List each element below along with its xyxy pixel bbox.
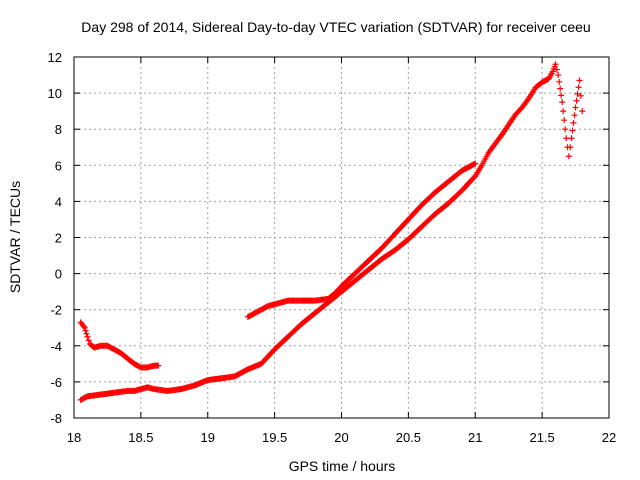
data-point [571,112,578,119]
data-point [557,85,564,92]
series-arc-1 [77,319,162,371]
data-point [572,104,579,111]
y-tick-label: 4 [55,194,62,209]
x-tick-label: 21 [468,430,482,445]
x-tick-label: 21.5 [529,430,554,445]
data-point [567,144,574,151]
y-tick-label: 0 [55,267,62,282]
y-tick-label: -4 [50,339,62,354]
y-tick-label: -8 [50,411,62,426]
data-point [82,327,89,334]
data-point [83,330,90,337]
data-point [85,337,92,344]
ticks [73,56,610,419]
data-point [555,72,562,79]
data-point [559,99,566,106]
data-point [80,323,87,330]
x-tick-label: 18 [67,430,81,445]
x-tick-label: 19 [201,430,215,445]
data-point [558,92,565,99]
data-point [472,160,479,167]
data-point [576,77,583,84]
data-point [565,153,572,160]
y-tick-label: -2 [50,303,62,318]
data-point [575,84,582,91]
data-point [553,66,560,73]
y-tick-label: 8 [55,122,62,137]
series-arc-3 [244,160,479,320]
x-tick-label: 18.5 [128,430,153,445]
data-point [81,324,88,331]
x-tick-label: 20 [334,430,348,445]
data-point [579,108,586,115]
x-axis-label: GPS time / hours [289,458,396,474]
data-point [562,126,569,133]
data-point [563,135,570,142]
data-point [556,78,563,85]
data-point [568,135,575,142]
data-point [573,97,580,104]
x-tick-label: 19.5 [262,430,287,445]
data-marks [77,61,586,403]
y-tick-label: 12 [48,50,62,65]
data-point [155,362,162,369]
data-point [569,127,576,134]
chart-title: Day 298 of 2014, Sidereal Day-to-day VTE… [81,19,590,35]
data-point [560,108,567,115]
y-tick-label: 6 [55,158,62,173]
y-axis-label: SDTVAR / TECUs [7,181,23,293]
data-point [84,333,91,340]
data-point [577,92,584,99]
y-tick-label: -6 [50,375,62,390]
data-point [574,91,581,98]
x-tick-label: 20.5 [396,430,421,445]
data-point [570,119,577,126]
data-point [552,61,559,68]
data-point [561,117,568,124]
x-tick-label: 22 [602,430,616,445]
tick-labels: 18 18.5 19 19.5 20 20.5 21 21.5 22 -8 -6 -4 -2 0 2 4 6 8 1… [48,50,617,445]
y-tick-label: 10 [48,86,62,101]
series-arc-2 [77,61,586,403]
y-tick-label: 2 [55,231,62,246]
